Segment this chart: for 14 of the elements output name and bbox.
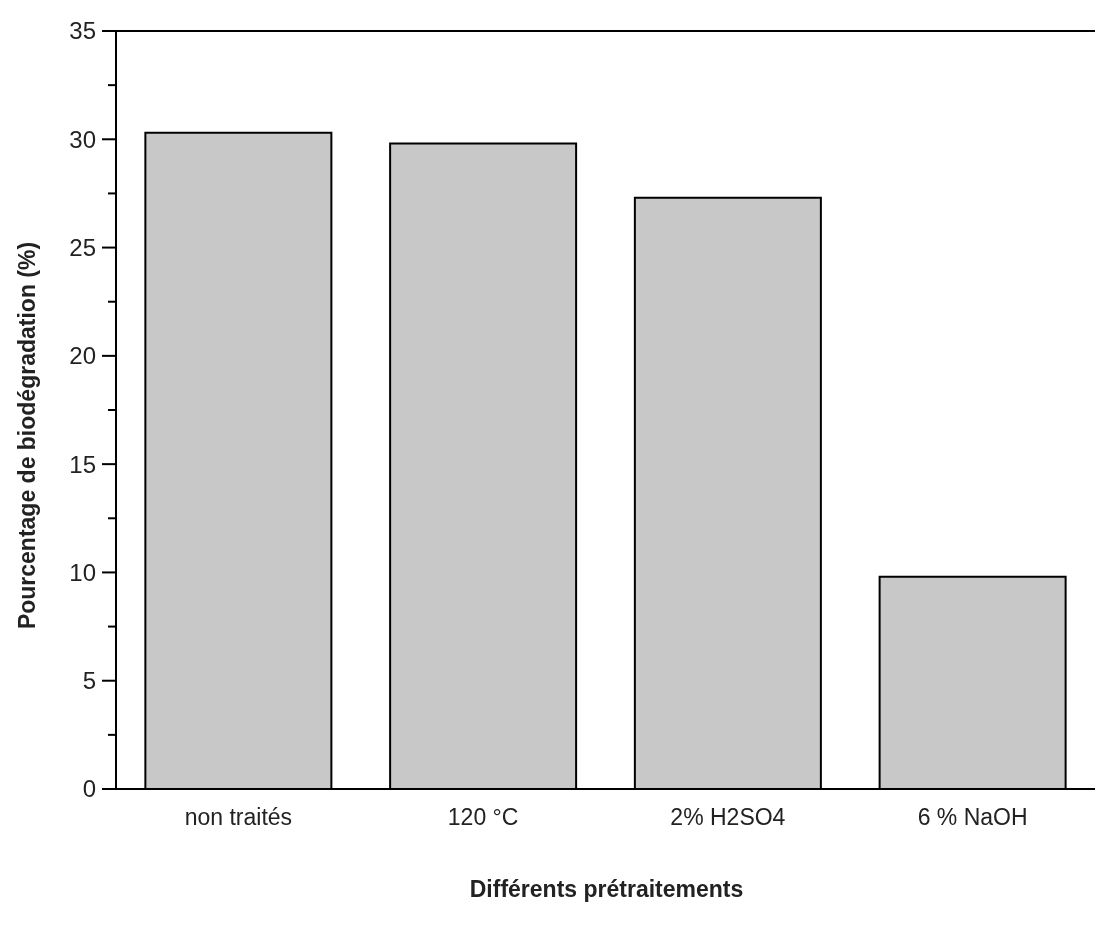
x-tick-label: 6 % NaOH <box>917 804 1028 831</box>
y-tick-label: 20 <box>69 342 96 370</box>
y-axis-title: Pourcentage de biodégradation (%) <box>14 241 42 629</box>
y-tick-label: 30 <box>69 125 96 153</box>
x-tick-label: 120 °C <box>447 804 519 831</box>
x-axis-title: Différents prétraitements <box>468 876 745 903</box>
y-tick-label: 0 <box>82 775 96 803</box>
y-tick-label: 35 <box>69 17 96 45</box>
y-tick-label: 5 <box>82 667 96 695</box>
x-tick-label: 2% H2SO4 <box>670 804 786 831</box>
y-tick-label: 25 <box>69 233 96 261</box>
y-tick-label: 15 <box>69 450 96 478</box>
x-tick-label: non traités <box>184 804 293 831</box>
y-tick-label: 10 <box>69 558 96 586</box>
